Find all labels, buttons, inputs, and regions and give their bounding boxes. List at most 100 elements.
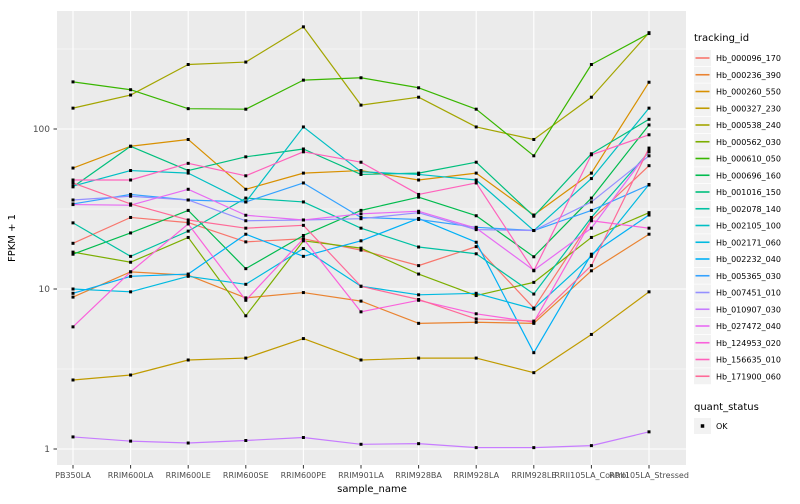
data-point xyxy=(186,358,190,362)
data-point xyxy=(301,337,305,341)
data-point xyxy=(417,95,421,99)
data-point xyxy=(186,137,190,141)
data-point xyxy=(71,178,75,182)
data-point xyxy=(589,252,593,256)
data-point xyxy=(244,174,248,178)
data-point xyxy=(474,446,478,450)
data-point xyxy=(244,60,248,64)
data-point xyxy=(186,198,190,202)
data-point xyxy=(244,107,248,111)
data-point xyxy=(589,196,593,200)
x-tick-label: RRIM928LE xyxy=(511,471,556,480)
data-point xyxy=(474,317,478,321)
data-point xyxy=(186,272,190,276)
data-point xyxy=(71,184,75,188)
x-tick-label: RRIM901LA xyxy=(338,471,384,480)
data-point xyxy=(301,254,305,258)
data-point xyxy=(417,272,421,276)
data-point xyxy=(474,214,478,218)
data-point xyxy=(244,219,248,223)
data-point xyxy=(417,264,421,268)
data-point xyxy=(532,154,536,158)
data-point xyxy=(417,192,421,196)
shape-legend-title: quant_status xyxy=(694,402,759,413)
data-point xyxy=(359,217,363,221)
data-point xyxy=(647,32,651,36)
data-point xyxy=(359,103,363,107)
legend-label: Hb_005365_030 xyxy=(716,272,781,281)
data-point xyxy=(474,291,478,295)
legend-label: Hb_002171_060 xyxy=(716,238,781,247)
data-point xyxy=(532,255,536,259)
data-point xyxy=(244,439,248,443)
data-point xyxy=(301,237,305,241)
data-point xyxy=(301,233,305,237)
data-point xyxy=(186,274,190,278)
x-tick-label: RRII105LA_Stressed xyxy=(609,471,689,480)
data-point xyxy=(589,219,593,223)
data-point xyxy=(532,371,536,375)
data-point xyxy=(474,226,478,230)
data-point xyxy=(532,229,536,233)
data-point xyxy=(589,63,593,67)
quant-status-label: OK xyxy=(716,422,728,431)
data-point xyxy=(359,239,363,243)
data-point xyxy=(417,297,421,301)
data-point xyxy=(186,218,190,222)
data-point xyxy=(301,147,305,151)
data-point xyxy=(532,351,536,355)
data-point xyxy=(647,232,651,236)
data-point xyxy=(244,267,248,271)
data-point xyxy=(244,314,248,318)
data-point xyxy=(186,107,190,111)
data-point xyxy=(647,117,651,121)
data-point xyxy=(647,183,651,187)
data-point xyxy=(647,164,651,168)
data-point xyxy=(647,211,651,215)
data-point xyxy=(417,245,421,249)
data-point xyxy=(417,86,421,90)
data-point xyxy=(359,208,363,212)
data-point xyxy=(647,213,651,217)
data-point xyxy=(129,169,133,173)
data-point xyxy=(244,155,248,159)
data-point xyxy=(647,430,651,434)
data-point xyxy=(244,187,248,191)
data-point xyxy=(244,296,248,300)
data-point xyxy=(244,240,248,244)
data-point xyxy=(417,356,421,360)
data-point xyxy=(129,215,133,219)
data-point xyxy=(71,166,75,170)
data-point xyxy=(301,78,305,82)
data-point xyxy=(589,226,593,230)
data-point xyxy=(71,80,75,84)
data-point xyxy=(359,172,363,176)
data-point xyxy=(359,248,363,252)
data-point xyxy=(589,208,593,212)
data-point xyxy=(474,252,478,256)
data-point xyxy=(532,319,536,323)
data-point xyxy=(474,312,478,316)
data-point xyxy=(244,282,248,286)
data-point xyxy=(301,218,305,222)
data-point xyxy=(186,235,190,239)
data-point xyxy=(129,260,133,264)
legend-label: Hb_124953_020 xyxy=(716,339,781,348)
data-point xyxy=(129,231,133,235)
data-point xyxy=(474,245,478,249)
data-point xyxy=(532,214,536,218)
data-point xyxy=(359,246,363,250)
data-point xyxy=(244,196,248,200)
data-point xyxy=(71,378,75,382)
legend-label: Hb_000610_050 xyxy=(716,155,781,164)
x-tick-label: RRIM928LA xyxy=(453,471,499,480)
data-point xyxy=(129,194,133,198)
data-point xyxy=(417,209,421,213)
legend-label: Hb_000538_240 xyxy=(716,121,781,130)
x-tick-label: PB350LA xyxy=(55,471,91,480)
data-point xyxy=(244,298,248,302)
x-tick-label: RRII105LA_Control xyxy=(554,471,628,480)
y-axis-title: FPKM + 1 xyxy=(7,214,18,262)
data-point xyxy=(532,280,536,284)
